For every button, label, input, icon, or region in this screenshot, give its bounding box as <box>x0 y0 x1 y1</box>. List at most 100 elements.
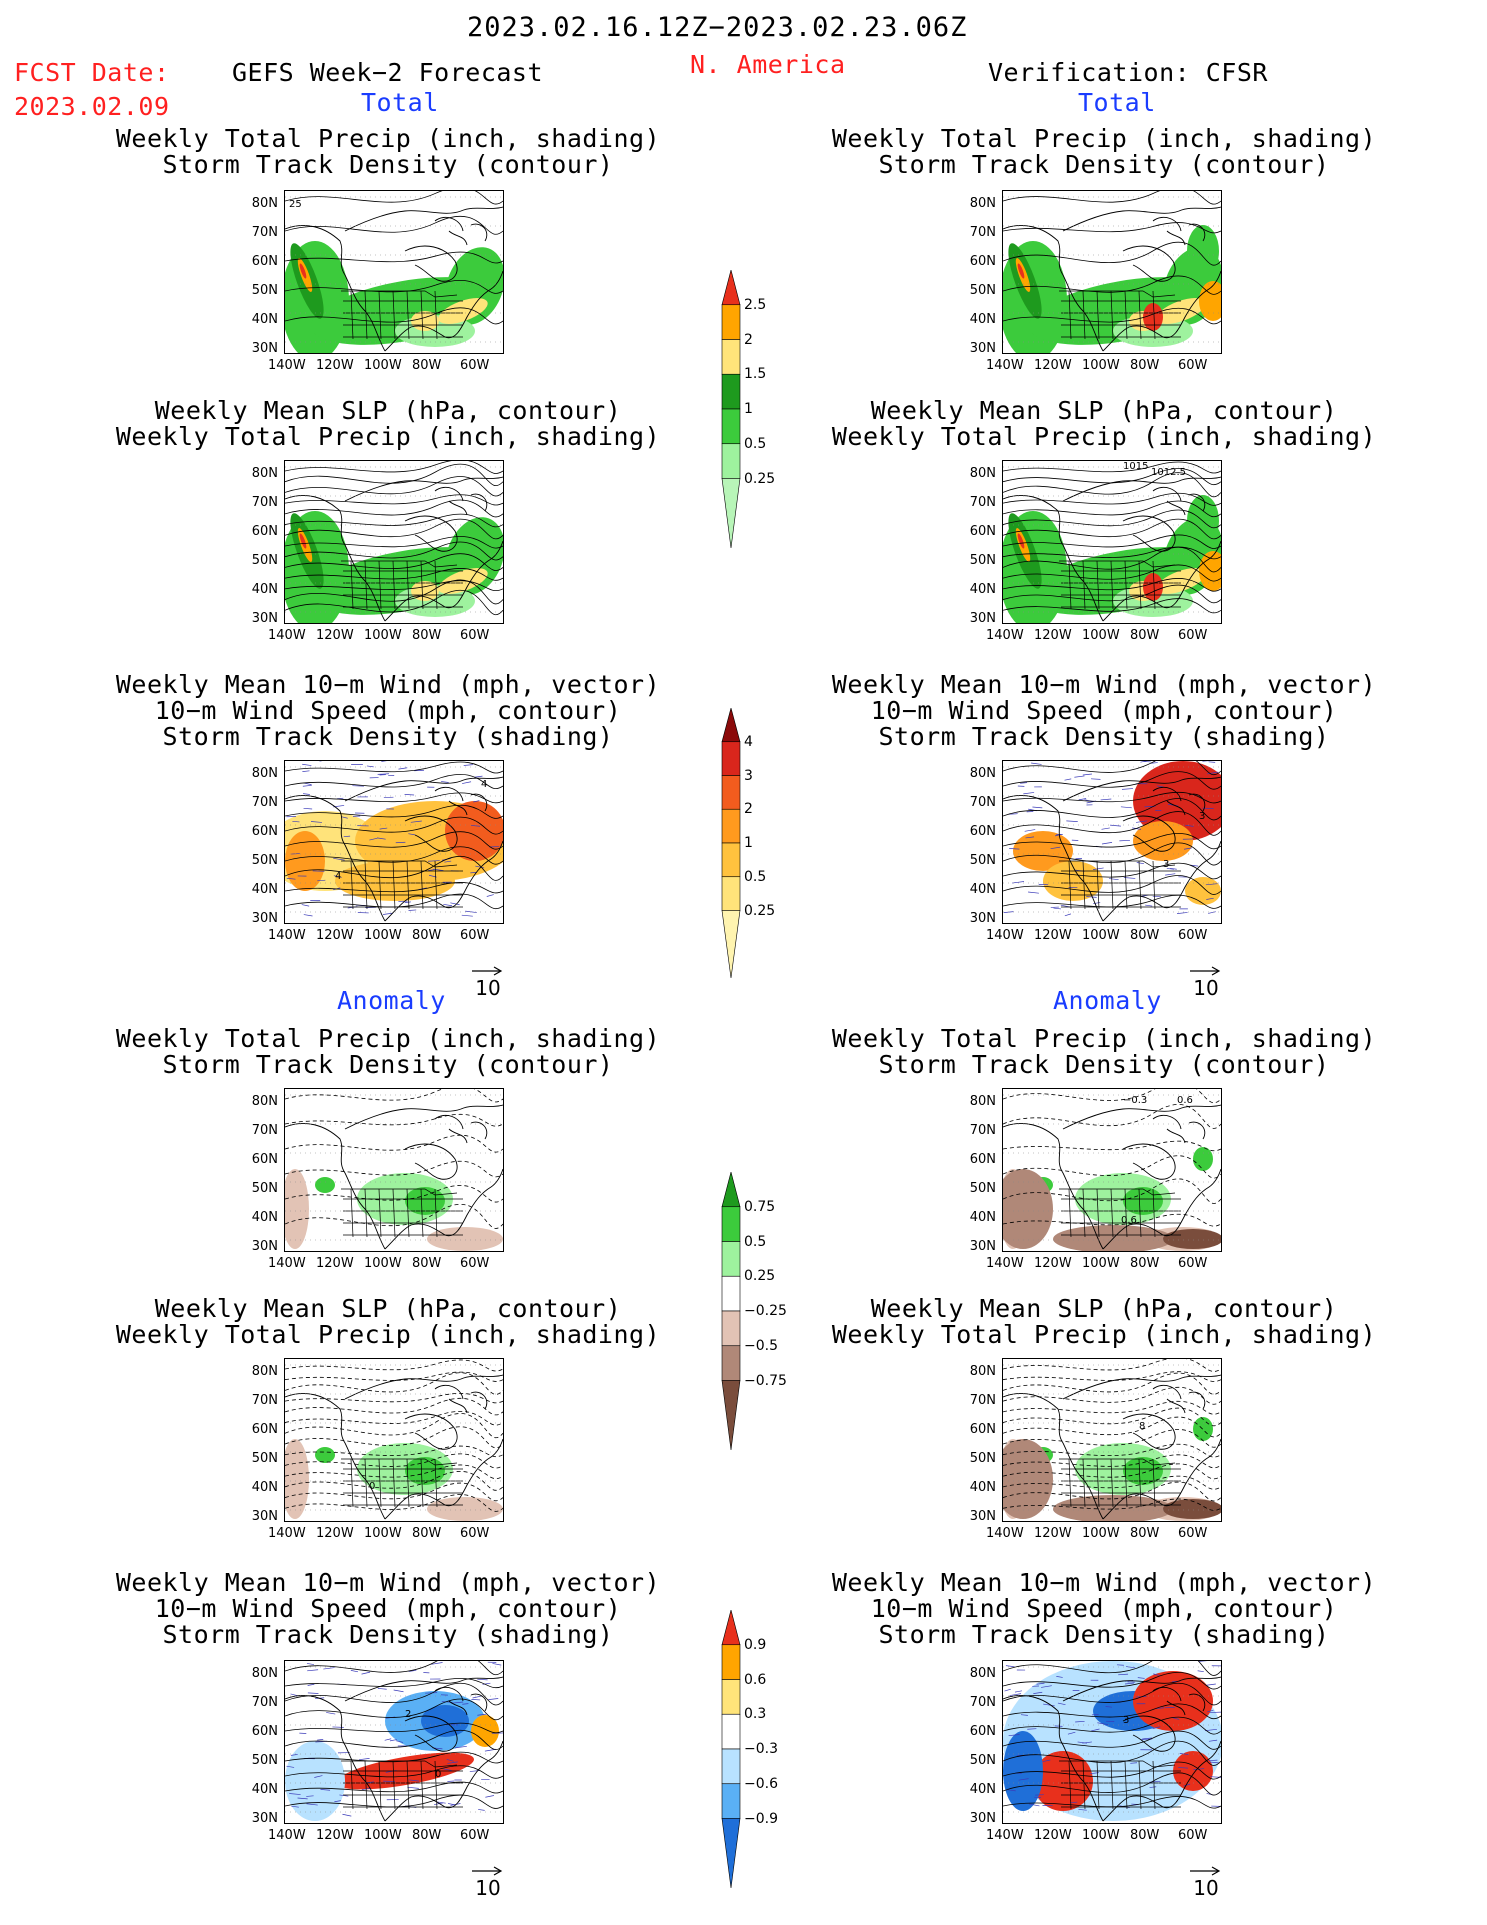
lon-tick-label: 60W <box>1178 628 1208 643</box>
right-total-precip-map <box>1002 190 1222 354</box>
lon-tick-label: 100W <box>364 1526 402 1541</box>
colorbar-segment <box>721 876 741 911</box>
lat-tick-label: 60N <box>969 824 996 839</box>
colorbar-segment <box>721 708 741 743</box>
left-total-slp-map <box>284 460 504 624</box>
right-total-slp-title-line: Weekly Mean SLP (hPa, contour) <box>870 396 1338 425</box>
right-total-precip-title: Weekly Total Precip (inch, shading) Storm… <box>794 126 1414 178</box>
right-model-title: Verification: CFSR <box>988 58 1268 87</box>
colorbar-segment <box>721 842 741 878</box>
colorbar-segment <box>721 741 741 776</box>
colorbar-tick-label: 0.6 <box>744 1671 767 1688</box>
colorbar-segment <box>721 1275 741 1312</box>
vector-reference-value: 10 <box>475 976 501 1000</box>
lon-tick-label: 120W <box>316 358 354 373</box>
lat-tick-label: 70N <box>251 225 278 240</box>
colorbar-segment <box>721 910 741 979</box>
lon-tick-label: 100W <box>1082 628 1120 643</box>
left-anom-slp-title-line: Weekly Mean SLP (hPa, contour) <box>154 1294 622 1323</box>
lat-tick-label: 30N <box>969 341 996 356</box>
right-total-slp-title-line: Weekly Total Precip (inch, shading) <box>831 422 1377 451</box>
lon-tick-label: 60W <box>460 358 490 373</box>
left-anom-slp-title: Weekly Mean SLP (hPa, contour) Weekly Tot… <box>78 1296 698 1348</box>
colorbar-segment <box>721 270 741 306</box>
lat-tick-label: 40N <box>251 582 278 597</box>
colorbar-segment <box>721 1713 741 1750</box>
right-total-wind-map-canvas: 33 <box>1003 761 1221 922</box>
lon-tick-label: 60W <box>1178 1256 1208 1271</box>
lat-tick-label: 80N <box>251 1666 278 1681</box>
lon-tick-label: 140W <box>268 1256 306 1271</box>
colorbar-track_anom <box>721 1610 741 1889</box>
lon-tick-label: 140W <box>986 1256 1024 1271</box>
colorbar-tick-label: −0.75 <box>744 1372 787 1389</box>
left-total-slp-map-canvas <box>285 461 503 623</box>
lat-tick-label: 60N <box>251 824 278 839</box>
colorbar-tick-label: −0.25 <box>744 1303 787 1319</box>
colorbar-tick-label: 0.25 <box>744 470 776 487</box>
lon-tick-label: 80W <box>1130 1526 1160 1541</box>
colorbar-tick-label: 2 <box>744 801 753 818</box>
lon-tick-label: 100W <box>364 1828 402 1843</box>
lat-tick-label: 40N <box>969 582 996 597</box>
left-total-slp-title-line: Weekly Total Precip (inch, shading) <box>115 422 661 451</box>
right-anom-slp-map: 8 <box>1002 1358 1222 1522</box>
colorbar-tick-label: 1 <box>744 835 753 851</box>
vector-reference-arrow-icon <box>1190 1866 1221 1876</box>
lon-tick-label: 140W <box>986 1828 1024 1843</box>
left-total-wind-map-canvas: 44 <box>285 761 503 922</box>
lat-tick-label: 70N <box>251 795 278 810</box>
colorbar-segment <box>721 1818 741 1889</box>
lat-tick-label: 70N <box>969 225 996 240</box>
left-anom-precip-title: Weekly Total Precip (inch, shading) Storm… <box>78 1026 698 1078</box>
colorbar-tick-label: 4 <box>744 733 753 750</box>
colorbar-segment <box>721 443 741 479</box>
left-total-wind-title-line: Storm Track Density (shading) <box>162 722 614 751</box>
lat-tick-label: 30N <box>251 1239 278 1254</box>
lat-tick-label: 70N <box>969 1695 996 1710</box>
colorbar-segment <box>721 1345 741 1381</box>
lat-tick-label: 50N <box>969 1181 996 1196</box>
lon-tick-label: 100W <box>1082 358 1120 373</box>
lon-tick-label: 60W <box>460 1256 490 1271</box>
colorbar-tick-label: 0.9 <box>744 1636 767 1653</box>
vector-reference-arrow-icon <box>1190 966 1221 976</box>
lon-tick-label: 80W <box>1130 628 1160 643</box>
lon-tick-label: 60W <box>1178 928 1208 943</box>
lat-tick-label: 80N <box>251 766 278 781</box>
right-anom-precip-map: −0.3 0.6 0.6 <box>1002 1088 1222 1252</box>
right-anom-wind-map-canvas: 3 <box>1003 1661 1221 1822</box>
left-total-label: Total <box>361 88 439 117</box>
colorbar-tick-label: 2.5 <box>744 296 767 313</box>
left-anom-precip-map <box>284 1088 504 1252</box>
right-total-wind-title-line: Storm Track Density (shading) <box>878 722 1330 751</box>
right-anom-slp-title-line: Weekly Mean SLP (hPa, contour) <box>870 1294 1338 1323</box>
colorbar-tick-label: −0.9 <box>744 1810 778 1827</box>
colorbar-segment <box>721 775 741 810</box>
lon-tick-label: 100W <box>364 628 402 643</box>
lon-tick-label: 120W <box>316 1828 354 1843</box>
colorbar-tick-label: 0.3 <box>744 1706 767 1723</box>
colorbar-segment <box>721 808 741 844</box>
lon-tick-label: 120W <box>1034 628 1072 643</box>
lat-tick-label: 70N <box>251 1123 278 1138</box>
lat-tick-label: 40N <box>969 1782 996 1797</box>
lon-tick-label: 140W <box>268 628 306 643</box>
lat-tick-label: 70N <box>969 495 996 510</box>
colorbar-tick-label: 2 <box>744 331 753 348</box>
colorbar-segment <box>721 1644 741 1680</box>
lat-tick-label: 40N <box>251 312 278 327</box>
colorbar-segment <box>721 373 741 410</box>
lat-tick-label: 30N <box>969 911 996 926</box>
lat-tick-label: 40N <box>251 1480 278 1495</box>
left-total-wind-title: Weekly Mean 10−m Wind (mph, vector) 10−m … <box>78 672 698 750</box>
lon-tick-label: 100W <box>364 928 402 943</box>
right-anom-precip-title-line: Weekly Total Precip (inch, shading) <box>831 1024 1377 1053</box>
lon-tick-label: 120W <box>1034 358 1072 373</box>
lon-tick-label: 60W <box>460 628 490 643</box>
lat-tick-label: 70N <box>969 1123 996 1138</box>
colorbar-precip_total <box>721 270 741 549</box>
vector-reference-value: 10 <box>1193 1876 1219 1900</box>
